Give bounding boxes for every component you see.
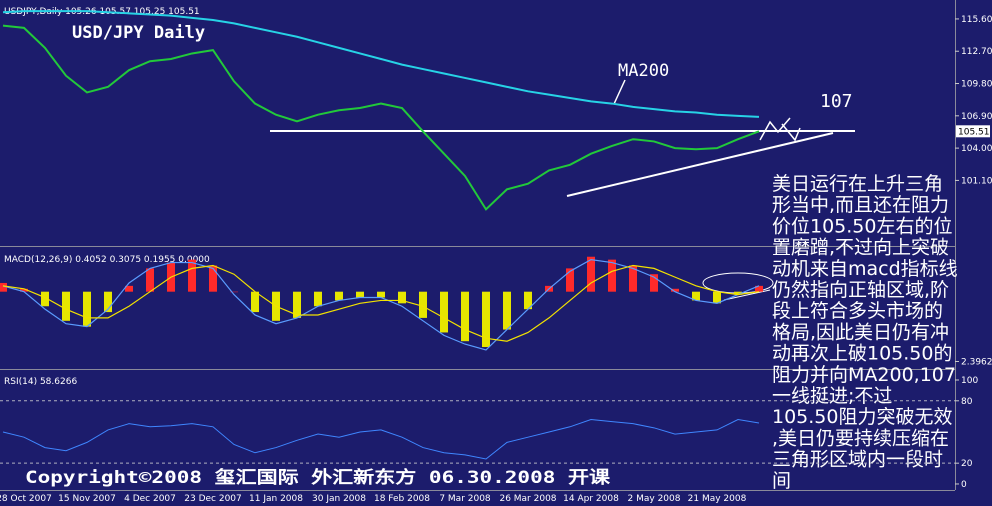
- annotation-line: 形当中,而且还在阻力: [772, 194, 949, 216]
- annotation-line: 段上符合多头市场的: [772, 300, 943, 322]
- y-tick-label: 115.60: [961, 15, 992, 25]
- x-tick-label: 28 Oct 2007: [0, 494, 52, 504]
- x-tick-label: 11 Jan 2008: [249, 494, 303, 504]
- annotation-line: 一线挺进;不过: [772, 385, 892, 407]
- arrow-sketch: [759, 117, 791, 141]
- histogram-bar: [356, 291, 364, 298]
- annotation-line: 阻力并向MA200,107: [772, 364, 956, 386]
- histogram-bar: [629, 265, 637, 292]
- annotation-line: 间: [772, 470, 791, 492]
- x-tick-label: 23 Dec 2007: [184, 494, 242, 504]
- histogram-bar: [440, 291, 448, 333]
- annotation-text: 美日运行在上升三角形当中,而且还在阻力价位105.50左右的位置磨蹭,不过向上突…: [772, 173, 958, 492]
- histogram-bar: [314, 291, 322, 307]
- annotation-line: 动再次上破105.50的: [772, 343, 952, 365]
- y-tick-label: 0: [961, 480, 967, 490]
- panel-title: MACD(12,26,9) 0.4052 0.3075 0.1955 0.000…: [4, 255, 210, 265]
- series-line: [2, 24, 760, 211]
- annotation-line: 格局,因此美日仍有冲: [772, 321, 949, 343]
- histogram-bar: [755, 285, 763, 292]
- chart-title: USD/JPY Daily: [72, 23, 205, 43]
- histogram-bar: [566, 268, 574, 292]
- x-tick-label: 30 Jan 2008: [312, 494, 366, 504]
- label-pointer: [613, 79, 626, 105]
- histogram-bar: [482, 291, 490, 348]
- level-annotation: 107: [820, 91, 853, 112]
- x-tick-label: 2 May 2008: [628, 494, 681, 504]
- histogram-bar: [251, 291, 259, 313]
- trend-line: [566, 132, 834, 197]
- annotation-line: ,美日仍要持续压缩在: [772, 427, 949, 449]
- histogram-bar: [293, 291, 301, 318]
- y-tick-label: 109.80: [961, 80, 992, 90]
- histogram-bar: [650, 274, 658, 292]
- x-tick-label: 14 Apr 2008: [563, 494, 619, 504]
- y-tick-label: 80: [961, 397, 973, 407]
- histogram-bar: [377, 291, 385, 298]
- histogram-bar: [20, 288, 28, 292]
- series-line: [2, 418, 760, 460]
- indicator-line: [2, 259, 760, 351]
- indicator-line: [2, 264, 760, 342]
- histogram-bar: [419, 291, 427, 318]
- annotation-line: 价位105.50左右的位: [772, 215, 952, 237]
- y-tick-label: 2.3962: [961, 357, 992, 367]
- histogram-bar: [230, 291, 238, 293]
- histogram-bar: [62, 291, 70, 321]
- y-tick-label: 104.00: [961, 144, 992, 154]
- histogram-bar: [125, 285, 133, 292]
- annotation-line: 105.50阻力突破无效: [772, 406, 952, 428]
- arrow-sketch: [781, 123, 801, 142]
- histogram-bar: [524, 291, 532, 310]
- histogram-bar: [398, 291, 406, 304]
- y-tick-label: 112.70: [961, 47, 992, 57]
- histogram-bar: [188, 259, 196, 292]
- histogram-bar: [692, 291, 700, 301]
- histogram-bar: [608, 259, 616, 292]
- histogram-bar: [335, 291, 343, 301]
- x-tick-label: 18 Feb 2008: [374, 494, 430, 504]
- x-tick-label: 21 May 2008: [688, 494, 747, 504]
- histogram-bar: [587, 256, 595, 292]
- panel-title: RSI(14) 58.6266: [4, 377, 77, 387]
- annotation-line: 美日运行在上升三角: [772, 173, 943, 195]
- histogram-bar: [41, 291, 49, 307]
- x-tick-label: 26 Mar 2008: [499, 494, 556, 504]
- histogram-bar: [0, 282, 7, 292]
- y-tick-label: 20: [961, 459, 973, 469]
- histogram-bar: [209, 265, 217, 292]
- annotation-line: 三角形区域内一段时: [772, 449, 943, 471]
- copyright: Copyright©2008 玺汇国际 外汇新东方 06.30.2008 开课: [25, 467, 611, 488]
- x-tick-label: 7 Mar 2008: [439, 494, 491, 504]
- current-price-label: 105.51: [958, 127, 990, 137]
- histogram-bar: [713, 291, 721, 304]
- x-tick-label: 15 Nov 2007: [58, 494, 116, 504]
- histogram-bar: [83, 291, 91, 327]
- ma-label: MA200: [618, 61, 669, 81]
- annotation-line: 仍然指向正轴区域,阶: [772, 279, 949, 301]
- histogram-bar: [146, 268, 154, 292]
- annotation-line: 置磨蹭,不过向上突破: [772, 237, 949, 259]
- y-tick-label: 101.10: [961, 176, 992, 186]
- y-tick-label: 100: [961, 376, 978, 386]
- y-tick-label: 106.90: [961, 112, 992, 122]
- histogram-bar: [461, 291, 469, 342]
- histogram-bar: [503, 291, 511, 330]
- histogram-bar: [671, 288, 679, 292]
- histogram-bar: [734, 291, 742, 295]
- current-price-box: [956, 125, 990, 138]
- x-tick-label: 4 Dec 2007: [124, 494, 176, 504]
- series-line: [2, 10, 760, 118]
- annotation-line: 动机来自macd指标线: [772, 258, 958, 280]
- histogram-bar: [104, 291, 112, 313]
